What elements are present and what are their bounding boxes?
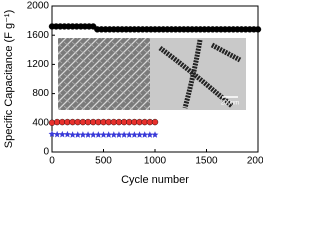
point [125,131,133,138]
point [136,131,143,138]
x-axis-label: Cycle number [121,174,189,186]
sem-image [58,38,150,110]
x-tick-label: 1500 [195,156,218,167]
x-tick-label: 2000 [247,156,263,167]
point [146,131,154,138]
point [151,131,159,138]
point [84,131,92,138]
point [110,131,118,138]
point [64,130,71,138]
y-tick-label: 0 [43,147,49,158]
point [151,118,159,126]
inset-images: 200nm [58,38,246,110]
scale-label: 200nm [221,101,239,107]
x-tick-label: 1000 [144,156,167,167]
y-tick-label: 800 [32,88,49,99]
point [74,131,82,138]
point [105,131,113,138]
x-tick-label: 500 [95,156,112,167]
y-tick-label: 2000 [27,1,50,12]
y-axis-label: Specific Capacitance (F g⁻¹) [3,10,15,148]
point [130,131,138,138]
point [53,130,61,138]
point [58,130,66,138]
y-tick-label: 1200 [27,59,50,70]
point [115,131,123,138]
point [94,131,102,138]
chart: 200nm Cycle number Specific Capacitance … [3,1,263,186]
point [254,26,262,33]
point [69,131,77,138]
point [89,131,97,138]
tem-fibers [158,39,242,109]
point [79,131,87,138]
y-tick-label: 400 [32,117,49,128]
point [48,130,56,138]
point [120,131,128,138]
x-tick-label: 0 [49,156,55,167]
point [141,131,149,138]
y-tick-label: 1600 [27,30,50,41]
page: {"chart_data": {"type": "scatter", "x_la… [2,0,263,186]
point [100,131,107,138]
